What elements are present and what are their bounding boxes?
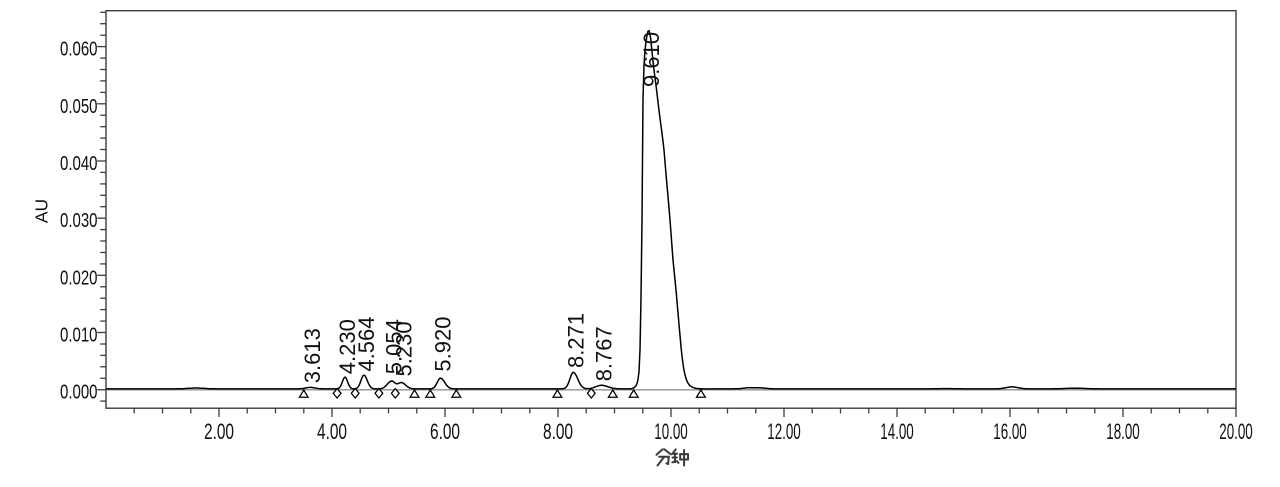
svg-text:6.00: 6.00	[430, 419, 460, 444]
svg-text:8.271: 8.271	[563, 313, 588, 368]
svg-text:0.010: 0.010	[60, 325, 98, 347]
svg-text:20.00: 20.00	[1219, 419, 1253, 444]
svg-text:0.000: 0.000	[60, 382, 98, 404]
svg-text:9.610: 9.610	[639, 32, 664, 87]
svg-text:0.050: 0.050	[60, 96, 98, 118]
svg-text:4.230: 4.230	[335, 319, 360, 374]
svg-text:4.00: 4.00	[317, 419, 347, 444]
svg-text:18.00: 18.00	[1106, 419, 1140, 444]
svg-text:3.613: 3.613	[300, 328, 325, 383]
svg-text:0.060: 0.060	[60, 39, 98, 61]
svg-text:5.920: 5.920	[431, 317, 456, 372]
svg-text:0.030: 0.030	[60, 210, 98, 232]
svg-text:8.767: 8.767	[591, 326, 616, 381]
svg-text:8.00: 8.00	[543, 419, 573, 444]
svg-text:4.564: 4.564	[354, 317, 379, 372]
svg-text:12.00: 12.00	[767, 419, 801, 444]
svg-text:0.020: 0.020	[60, 267, 98, 289]
svg-text:2.00: 2.00	[204, 419, 234, 444]
svg-text:10.00: 10.00	[654, 419, 688, 444]
svg-text:5.054: 5.054	[382, 319, 407, 374]
svg-text:AU: AU	[32, 199, 52, 223]
svg-text:16.00: 16.00	[993, 419, 1027, 444]
svg-text:0.040: 0.040	[60, 153, 98, 175]
svg-text:14.00: 14.00	[880, 419, 914, 444]
svg-text:5.230: 5.230	[392, 321, 417, 376]
